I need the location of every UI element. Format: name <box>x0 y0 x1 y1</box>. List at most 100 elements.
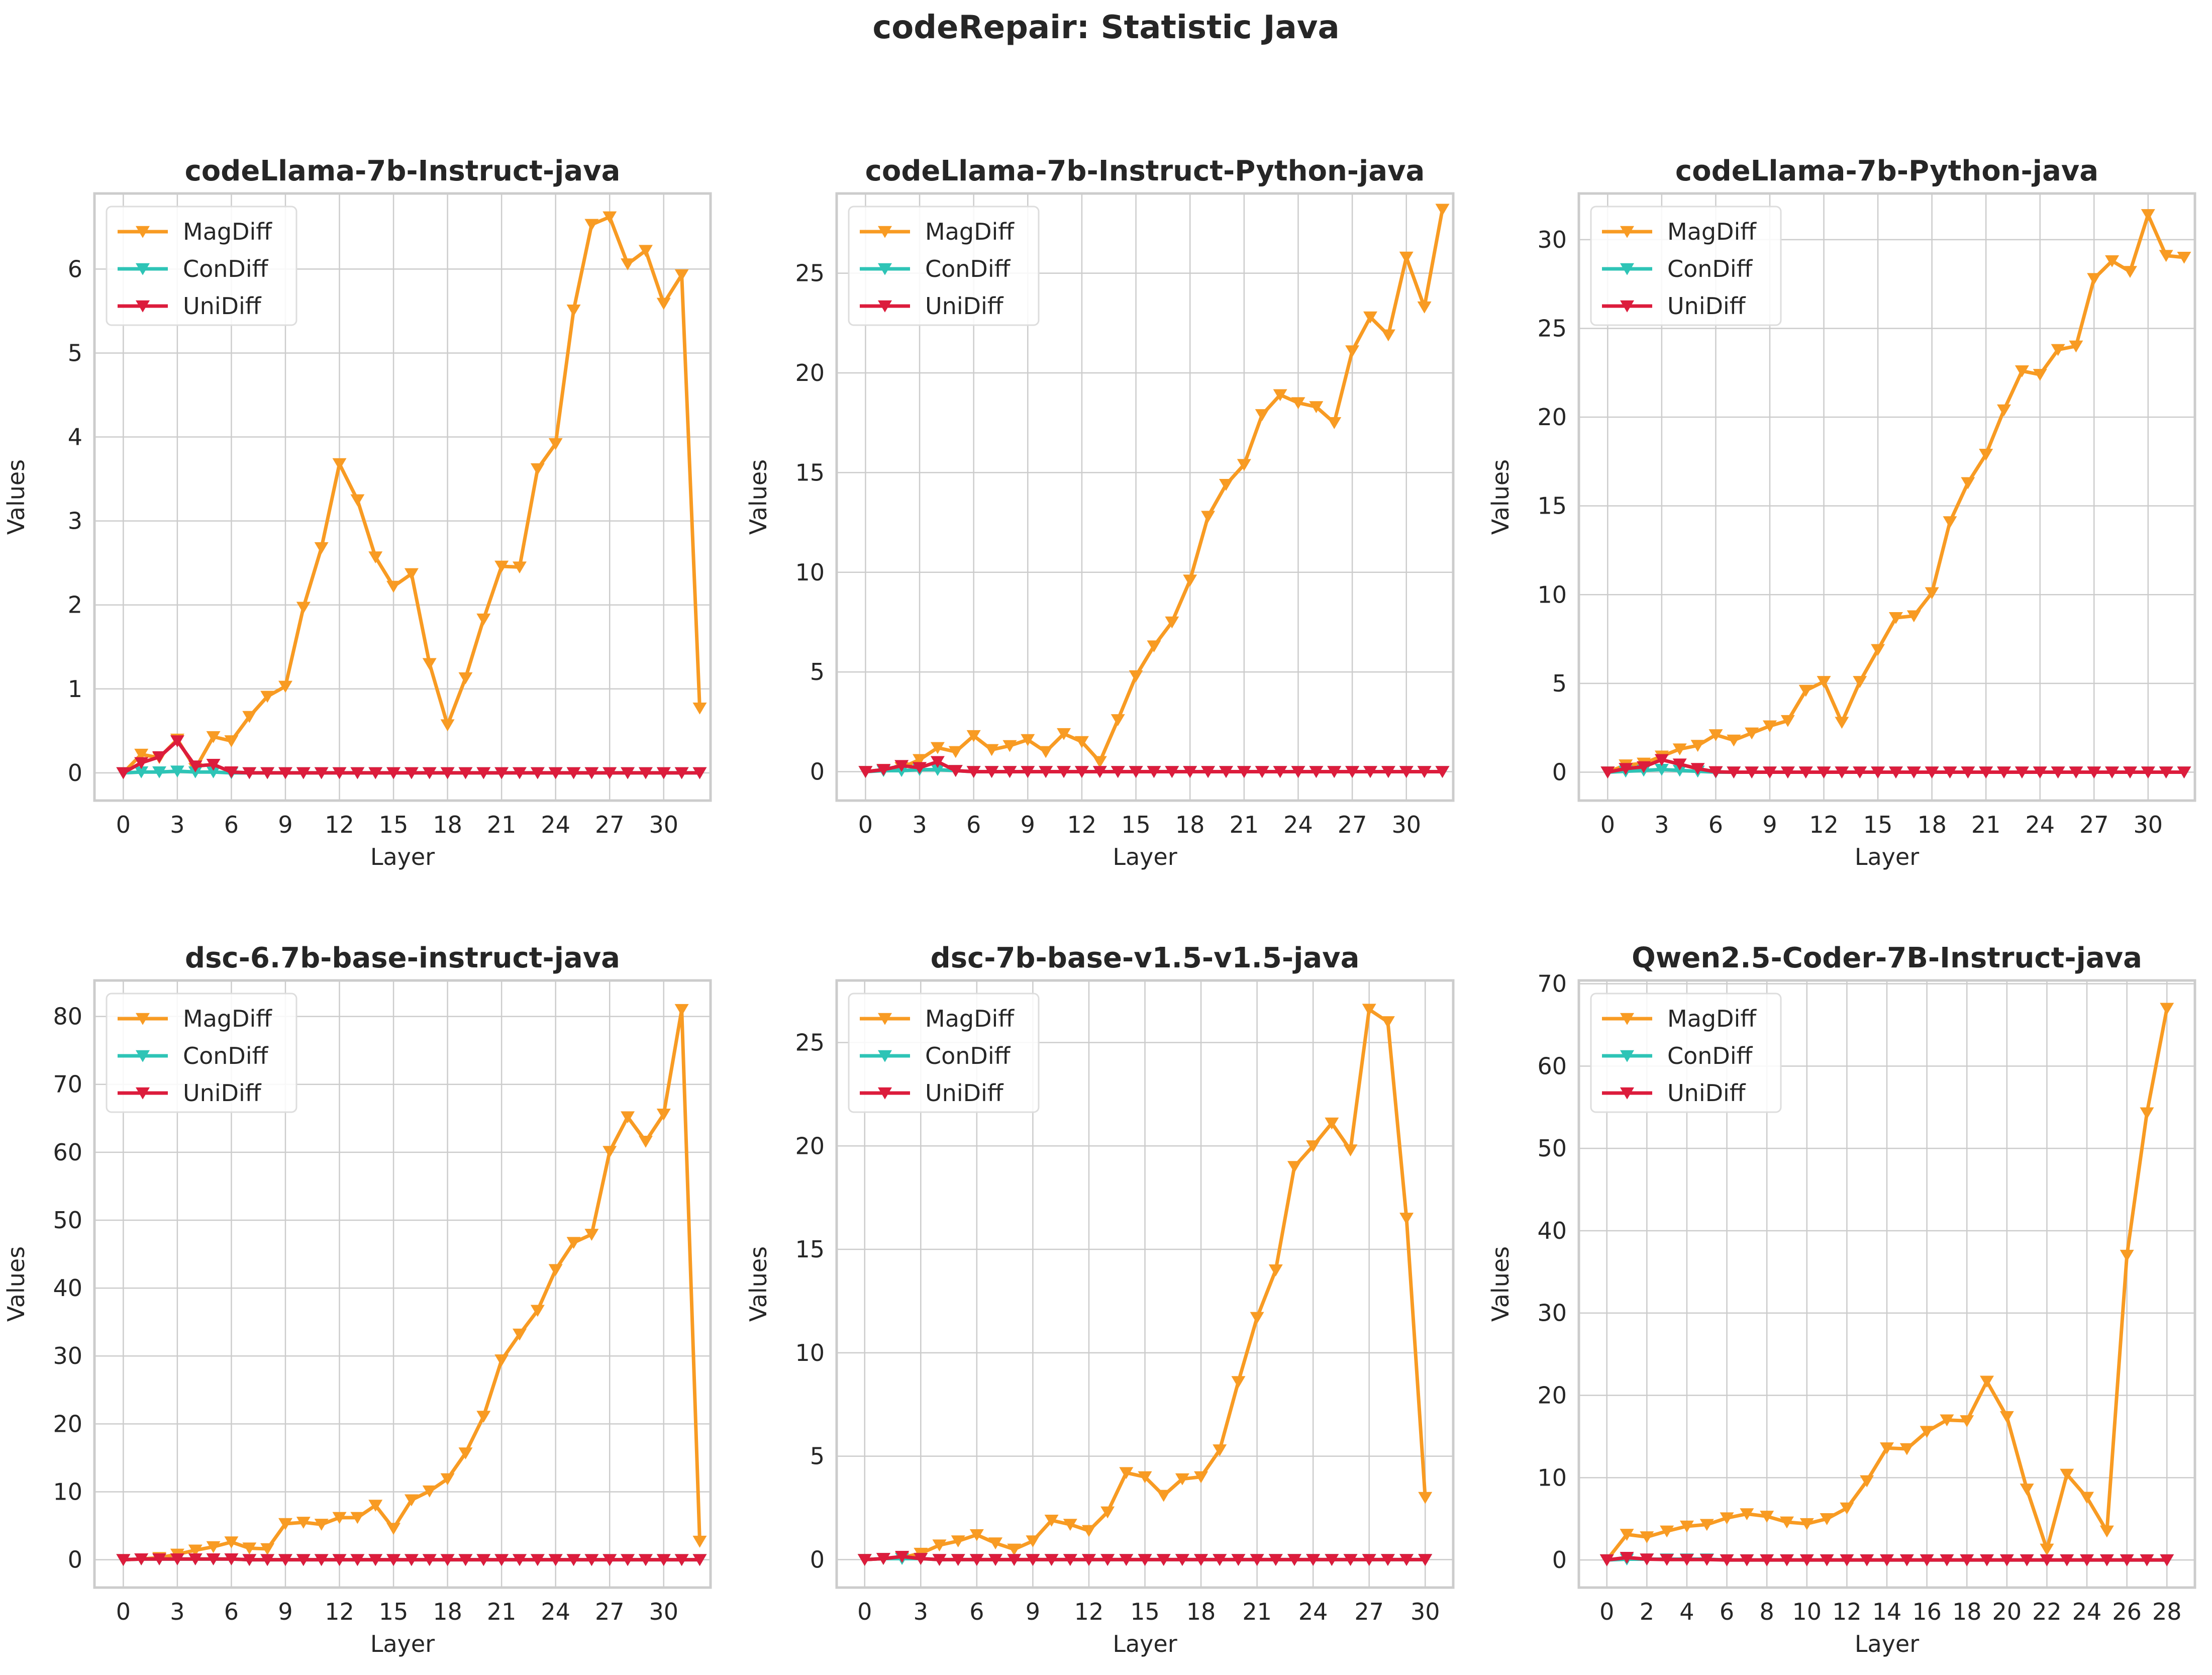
subplot-6: 0 2 4 6 8 10 12 14 16 18 20 22 24 26 28010203040506070… <box>1487 942 2196 1657</box>
y-tick-label: 80 <box>53 1003 82 1030</box>
y-tick-label: 0 <box>68 759 82 786</box>
marker-magdiff <box>2123 266 2137 278</box>
legend-label: ConDiff <box>1667 255 1753 282</box>
marker-magdiff <box>1362 1004 1376 1016</box>
marker-unidiff <box>134 757 149 769</box>
marker-unidiff <box>2160 1554 2174 1566</box>
x-tick-label: 28 <box>2152 1598 2182 1625</box>
marker-magdiff <box>188 1544 203 1557</box>
marker-unidiff <box>1760 1554 1774 1566</box>
marker-magdiff <box>1074 736 1089 748</box>
marker-unidiff <box>1100 1554 1115 1566</box>
marker-unidiff <box>1640 1553 1654 1566</box>
marker-unidiff <box>674 1554 689 1566</box>
marker-unidiff <box>692 1554 707 1566</box>
marker-magdiff <box>458 1447 473 1460</box>
y-tick-label: 30 <box>1537 226 1567 253</box>
marker-unidiff <box>242 767 257 779</box>
marker-magdiff <box>386 1523 401 1535</box>
marker-unidiff <box>242 1554 257 1566</box>
y-tick-label: 6 <box>68 255 82 282</box>
marker-magdiff <box>932 1539 947 1552</box>
marker-unidiff <box>1435 766 1450 778</box>
marker-unidiff <box>1175 1554 1189 1566</box>
x-tick-label: 27 <box>1338 811 1367 838</box>
marker-magdiff <box>638 245 653 257</box>
x-tick-label: 6 <box>224 811 239 838</box>
marker-unidiff <box>2020 1554 2034 1566</box>
marker-magdiff <box>440 1473 455 1486</box>
marker-unidiff <box>513 1554 527 1566</box>
legend-label: ConDiff <box>925 1042 1011 1069</box>
x-tick-label: 0 <box>857 1598 872 1625</box>
marker-magdiff <box>404 568 419 580</box>
marker-unidiff <box>440 767 455 779</box>
marker-unidiff <box>895 1551 910 1563</box>
y-tick-label: 20 <box>1537 404 1567 431</box>
marker-unidiff <box>1888 766 1903 779</box>
marker-unidiff <box>621 1554 635 1566</box>
marker-magdiff <box>1201 511 1216 523</box>
marker-unidiff <box>1327 766 1342 778</box>
marker-magdiff <box>966 730 981 742</box>
marker-magdiff <box>206 1541 221 1553</box>
x-tick-label: 6 <box>966 811 981 838</box>
y-tick-label: 0 <box>1552 758 1567 785</box>
x-tick-label: 24 <box>541 1598 570 1625</box>
marker-magdiff <box>513 561 527 574</box>
marker-magdiff <box>386 580 401 593</box>
subplot-title: codeLlama-7b-Instruct-java <box>185 155 621 187</box>
marker-magdiff <box>1418 1492 1433 1504</box>
x-tick-label: 0 <box>116 1598 131 1625</box>
marker-magdiff <box>1798 684 1813 697</box>
marker-unidiff <box>1817 766 1831 779</box>
x-tick-label: 27 <box>595 811 625 838</box>
marker-unidiff <box>260 1554 275 1566</box>
x-tick-label: 2 <box>1640 1598 1654 1625</box>
x-tick-label: 24 <box>1283 811 1313 838</box>
x-tick-label: 3 <box>912 811 927 838</box>
marker-unidiff <box>969 1554 984 1566</box>
x-tick-label: 3 <box>170 811 184 838</box>
marker-magdiff <box>1002 740 1017 752</box>
y-tick-label: 10 <box>795 559 825 586</box>
marker-magdiff <box>314 1519 329 1531</box>
x-tick-label: 12 <box>1809 811 1839 838</box>
marker-unidiff <box>857 1554 872 1566</box>
x-tick-label: 30 <box>2134 811 2163 838</box>
marker-magdiff <box>1156 1490 1171 1502</box>
subplot-3: 0 3 6 9 12 15 18 21 24 27 30 0 5 10 15 20 25 30 codeLlama-… <box>1487 155 2196 870</box>
marker-unidiff <box>116 767 131 779</box>
marker-magdiff <box>1343 1144 1358 1157</box>
marker-magdiff <box>2015 365 2029 377</box>
marker-unidiff <box>1044 1554 1059 1566</box>
x-tick-label: 24 <box>541 811 570 838</box>
marker-magdiff <box>1999 1411 2014 1423</box>
marker-magdiff <box>1363 311 1377 324</box>
marker-magdiff <box>1960 1415 1974 1427</box>
marker-unidiff <box>566 1554 581 1566</box>
x-tick-label: 21 <box>1971 811 2001 838</box>
plot-frame <box>1577 979 2196 1589</box>
marker-unidiff <box>2040 1554 2054 1566</box>
marker-magdiff <box>1399 1213 1414 1225</box>
subplot-title: dsc-6.7b-base-instruct-java <box>185 942 620 974</box>
x-tick-label: 24 <box>2072 1598 2102 1625</box>
x-tick-label: 12 <box>1067 811 1097 838</box>
plot-frame <box>1577 192 2196 802</box>
marker-unidiff <box>1418 1554 1433 1566</box>
subplot-5: 0 3 6 9 12 15 18 21 24 27 30 0 5 10 15 20 25 dsc-7b-base-… <box>745 942 1455 1657</box>
marker-unidiff <box>1363 766 1377 778</box>
marker-magdiff <box>476 613 491 626</box>
marker-magdiff <box>350 494 365 507</box>
marker-magdiff <box>2120 1249 2134 1262</box>
marker-magdiff <box>134 748 149 761</box>
marker-magdiff <box>1835 717 1849 729</box>
marker-unidiff <box>1417 766 1432 778</box>
marker-unidiff <box>1002 766 1017 778</box>
marker-magdiff <box>1381 329 1395 342</box>
marker-magdiff <box>224 735 239 747</box>
marker-unidiff <box>1997 766 2012 779</box>
marker-unidiff <box>188 760 203 773</box>
marker-unidiff <box>1268 1554 1283 1566</box>
